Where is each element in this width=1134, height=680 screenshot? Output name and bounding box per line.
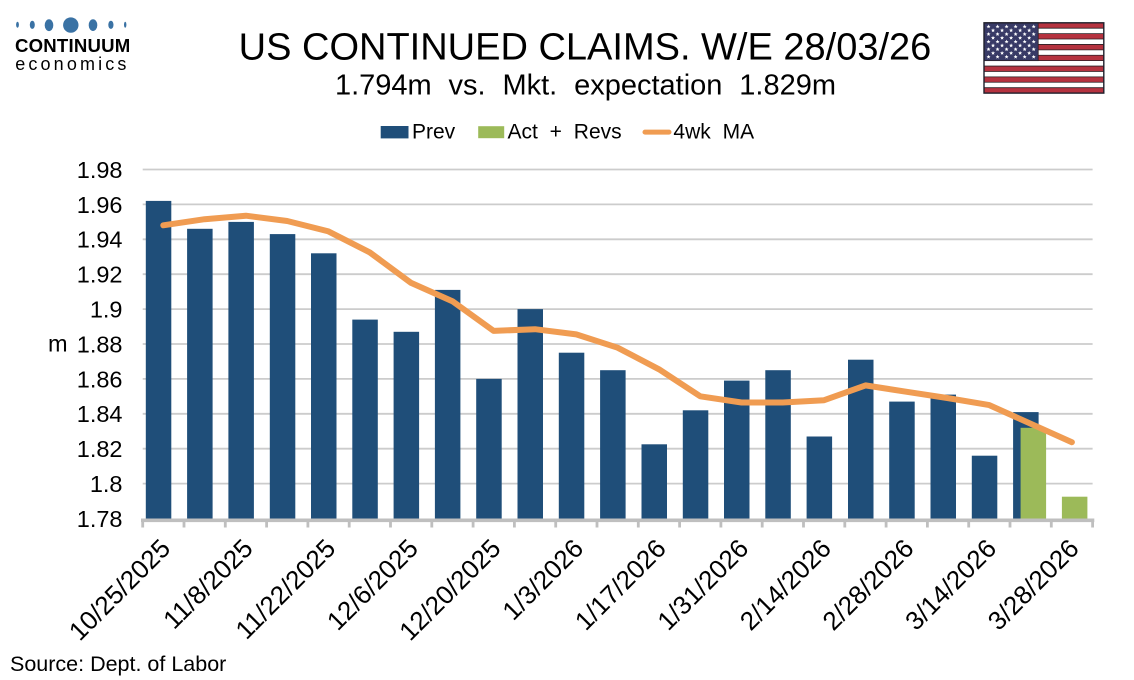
svg-text:1.9: 1.9 — [90, 297, 123, 323]
svg-text:1.78: 1.78 — [77, 506, 123, 532]
svg-text:1.8: 1.8 — [90, 471, 123, 497]
svg-text:1.88: 1.88 — [77, 331, 123, 357]
svg-text:m: m — [48, 331, 68, 357]
svg-text:10/25/2025: 10/25/2025 — [63, 533, 176, 646]
svg-text:3/28/2026: 3/28/2026 — [982, 533, 1085, 636]
svg-text:Prev: Prev — [412, 120, 456, 143]
svg-text:1.94: 1.94 — [77, 227, 123, 253]
svg-text:1.96: 1.96 — [77, 192, 123, 218]
svg-text:1.794m vs. Mkt. expectation 1.: 1.794m vs. Mkt. expectation 1.829m — [335, 69, 836, 101]
svg-text:1.98: 1.98 — [77, 157, 123, 183]
svg-text:1.82: 1.82 — [77, 436, 123, 462]
svg-text:CONTINUUM: CONTINUUM — [15, 35, 130, 56]
svg-text:Act + Revs: Act + Revs — [508, 120, 622, 143]
svg-text:1.92: 1.92 — [77, 262, 123, 288]
svg-text:4wk MA: 4wk MA — [673, 120, 754, 143]
svg-text:1.86: 1.86 — [77, 366, 123, 392]
svg-text:economics: economics — [15, 54, 129, 74]
svg-text:1.84: 1.84 — [77, 401, 123, 427]
svg-text:US CONTINUED CLAIMS. W/E 28/03: US CONTINUED CLAIMS. W/E 28/03/26 — [239, 27, 932, 69]
svg-text:Source: Dept. of Labor: Source: Dept. of Labor — [10, 652, 226, 676]
